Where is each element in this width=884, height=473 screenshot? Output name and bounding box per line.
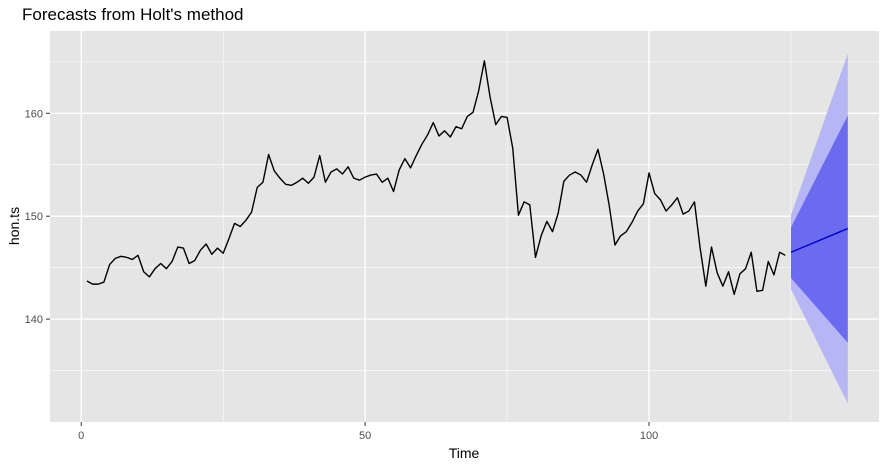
y-tick-label: 150	[25, 211, 43, 223]
x-tick-label: 100	[640, 430, 658, 442]
y-axis-ticks: 140 150 160	[25, 108, 50, 326]
y-tick-label: 140	[25, 314, 43, 326]
grid-minor	[50, 31, 879, 422]
x-tick-label: 0	[78, 430, 84, 442]
grid-major	[50, 31, 879, 422]
y-axis-label: hon.ts	[6, 207, 22, 245]
observed-layer	[86, 60, 786, 296]
x-axis-ticks: 0 50 100	[78, 422, 658, 442]
forecast-layer	[790, 227, 849, 253]
y-tick-label: 160	[25, 108, 43, 120]
observed-series-line	[86, 60, 786, 296]
x-tick-label: 50	[359, 430, 371, 442]
pi80-layer	[790, 115, 848, 343]
plot-panel	[50, 31, 879, 422]
chart-title: Forecasts from Holt's method	[22, 5, 243, 24]
forecast-mean-line	[790, 227, 849, 253]
x-axis-label: Time	[449, 445, 480, 461]
prediction-interval-80	[790, 115, 848, 343]
